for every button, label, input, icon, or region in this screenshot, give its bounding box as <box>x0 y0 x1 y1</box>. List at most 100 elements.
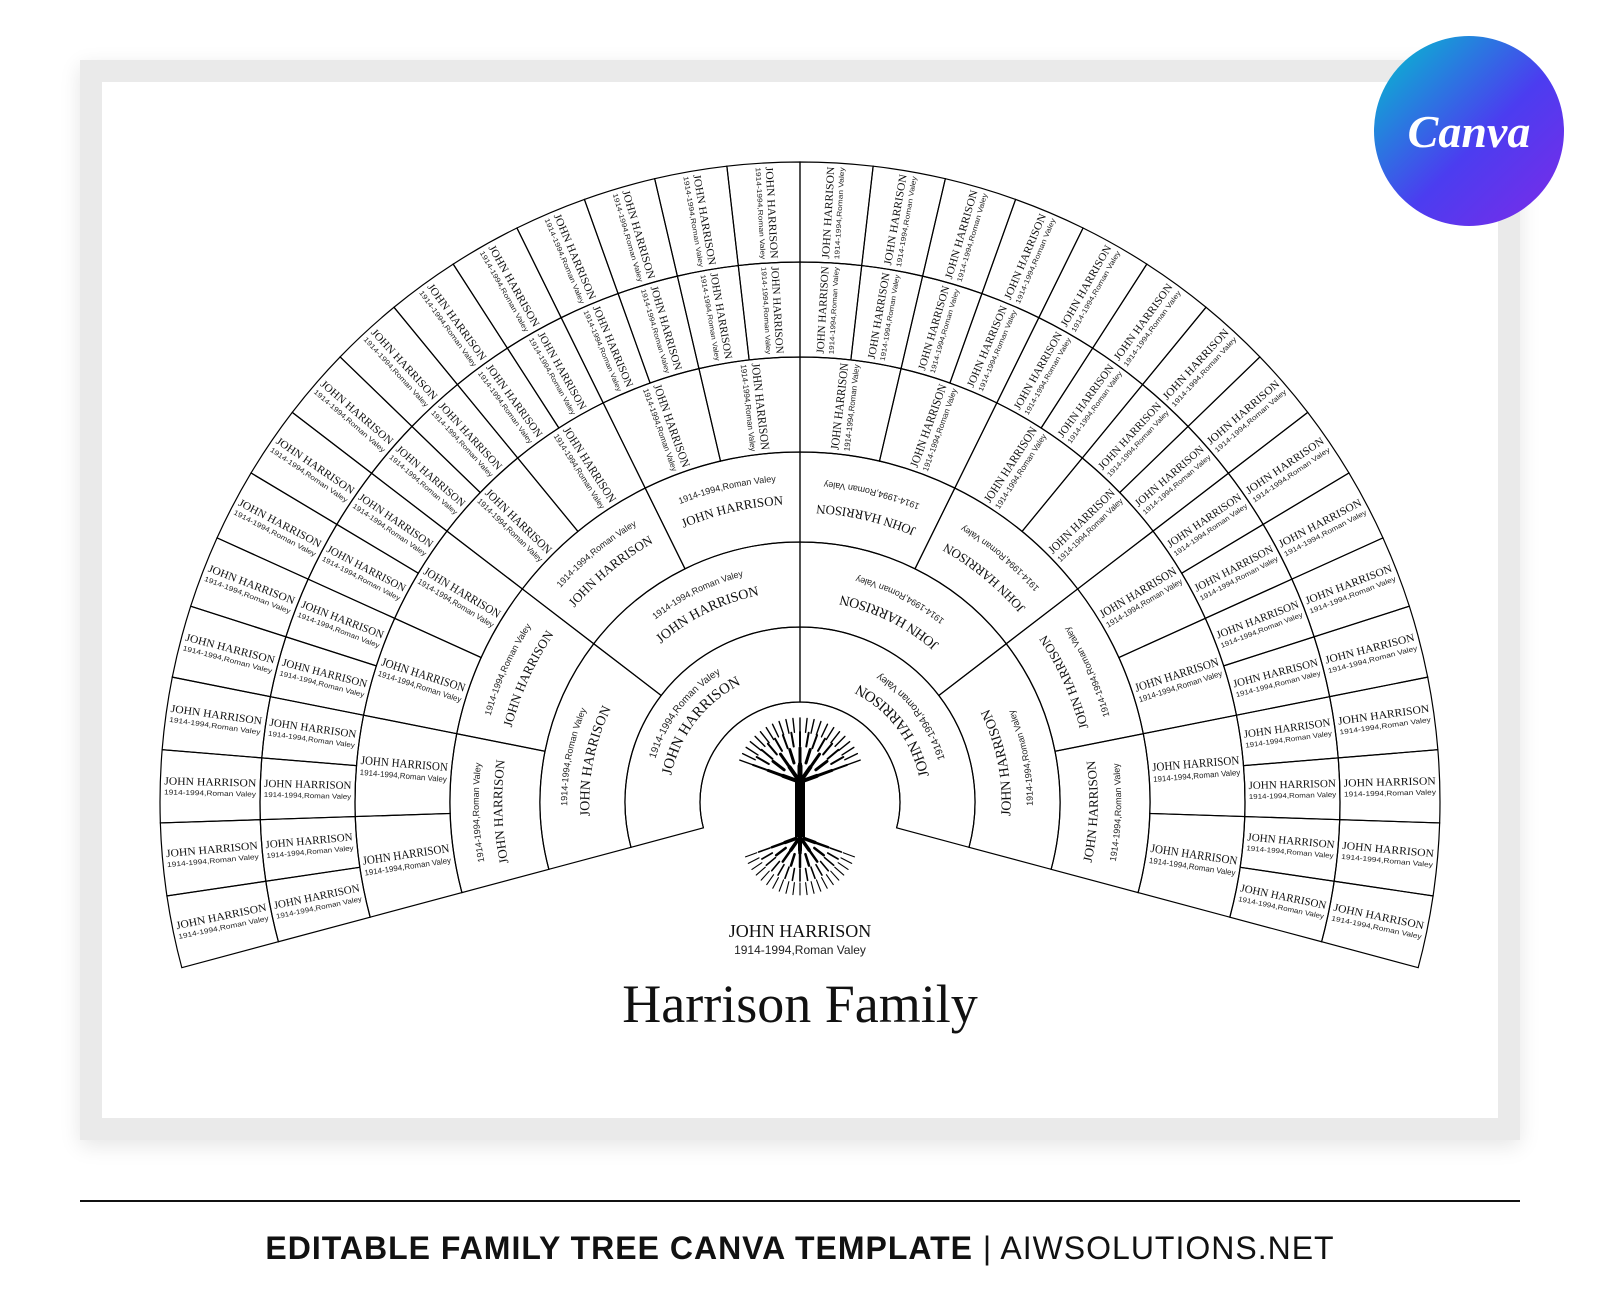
person-name: JOHN HARRISON <box>1161 327 1232 403</box>
person-name: JOHN HARRISON <box>425 282 489 363</box>
fan-cell-label: JOHN HARRISON1914-1994,Roman Valey <box>169 703 264 737</box>
poster-frame: JOHN HARRISON1914-1994,Roman ValeyJOHN H… <box>80 60 1520 1140</box>
person-name: JOHN HARRISON <box>1344 775 1436 789</box>
fan-cell-label: JOHN HARRISON1914-1994,Roman Valey <box>1243 717 1333 750</box>
root-person-sub: 1914-1994,Roman Valey <box>734 943 866 957</box>
person-name: JOHN HARRISON <box>356 491 435 550</box>
fan-cell-label: JOHN HARRISON1914-1994,Roman Valey <box>611 189 657 284</box>
fan-cell-label: JOHN HARRISON1914-1994,Roman Valey <box>268 717 358 750</box>
fan-cell-label: JOHN HARRISON1914-1994,Roman Valey <box>232 497 324 559</box>
person-name: JOHN HARRISON <box>940 540 1028 616</box>
fan-cell-label: JOHN HARRISON1914-1994,Roman Valey <box>698 272 734 362</box>
fan-cell-label: JOHN HARRISON1914-1994,Roman Valey <box>1161 326 1239 408</box>
fan-cell-label: JOHN HARRISON1914-1994,Roman Valey <box>759 266 785 355</box>
fan-cell-label: JOHN HARRISON1914-1994,Roman Valey <box>320 543 408 602</box>
tree-icon <box>740 718 860 895</box>
fan-cell-label: JOHN HARRISON1914-1994,Roman Valey <box>387 443 467 516</box>
person-name: JOHN HARRISON <box>274 435 357 497</box>
canva-badge: Canva <box>1374 36 1564 226</box>
person-name: JOHN HARRISON <box>838 591 941 652</box>
person-name: JOHN HARRISON <box>436 400 504 472</box>
fan-cell-label: JOHN HARRISON1914-1994,Roman Valey <box>1324 632 1419 676</box>
person-name: JOHN HARRISON <box>318 378 396 447</box>
fan-cell-label: JOHN HARRISON1914-1994,Roman Valey <box>166 840 260 869</box>
fan-cell-label: JOHN HARRISON1914-1994,Roman Valey <box>1002 212 1057 305</box>
fan-cell-label: JOHN HARRISON1914-1994,Roman Valey <box>754 166 780 260</box>
footer-caption: EDITABLE FAMILY TREE CANVA TEMPLATE | AI… <box>80 1230 1520 1267</box>
person-name: JOHN HARRISON <box>483 362 544 440</box>
fan-cell <box>517 199 618 317</box>
fan-cell-label: JOHN HARRISON1914-1994,Roman Valey <box>739 362 773 452</box>
fan-cell-label: JOHN HARRISON1914-1994,Roman Valey <box>1337 703 1432 737</box>
person-name: JOHN HARRISON <box>979 707 1015 817</box>
person-name: JOHN HARRISON <box>1080 759 1101 863</box>
person-sub: 1914-1994,Roman Valey <box>1249 792 1337 801</box>
family-title: Harrison Family <box>622 974 977 1034</box>
person-name: JOHN HARRISON <box>815 502 917 539</box>
person-name: JOHN HARRISON <box>482 486 555 557</box>
fan-cell-label: JOHN HARRISON1914-1994,Roman Valey <box>1152 753 1241 784</box>
fan-cell-label: JOHN HARRISON1914-1994,Roman Valey <box>543 212 598 305</box>
fan-cell-label: JOHN HARRISON1914-1994,Roman Valey <box>278 657 368 699</box>
fan-cell-label: JOHN HARRISON1914-1994,Roman Valey <box>1012 330 1074 417</box>
fan-cell-label: JOHN HARRISON1914-1994,Roman Valey <box>1304 563 1398 616</box>
person-name: JOHN HARRISON <box>1244 435 1327 497</box>
person-sub: 1914-1994,Roman Valey <box>264 792 352 801</box>
person-sub: 1914-1994,Roman Valey <box>164 789 257 798</box>
footer-rule <box>80 1200 1520 1202</box>
fan-cell-label: JOHN HARRISON1914-1994,Roman Valey <box>1133 655 1224 705</box>
fan-cell-label: JOHN HARRISON1914-1994,Roman Valey <box>1344 775 1437 798</box>
person-name: JOHN HARRISON <box>654 584 760 646</box>
fan-cell-label: JOHN HARRISON1914-1994,Roman Valey <box>359 753 448 784</box>
fan-cell-label: JOHN HARRISON1914-1994,Roman Valey <box>362 841 452 878</box>
person-name: JOHN HARRISON <box>1165 491 1244 550</box>
fan-cell-label: JOHN HARRISON1914-1994,Roman Valey <box>1215 599 1305 650</box>
footer-sep: | <box>973 1230 1000 1266</box>
fan-cell-label: JOHN HARRISON1914-1994,Roman Valey <box>478 243 542 334</box>
fan-cell-label: JOHN HARRISON1914-1994,Roman Valey <box>351 491 436 558</box>
fan-cell-label: JOHN HARRISON1914-1994,Roman Valey <box>1205 378 1289 454</box>
fan-cell-label: JOHN HARRISON1914-1994,Roman Valey <box>866 271 902 361</box>
person-name: JOHN HARRISON <box>1096 400 1164 472</box>
fan-cell-label: JOHN HARRISON1914-1994,Roman Valey <box>943 188 989 283</box>
fan-cell-label: JOHN HARRISON1914-1994,Roman Valey <box>312 378 396 454</box>
fan-cell-label: JOHN HARRISON1914-1994,Roman Valey <box>981 424 1049 511</box>
fan-cell <box>800 627 975 847</box>
person-name: JOHN HARRISON <box>264 778 352 792</box>
fan-cell-label: JOHN HARRISON1914-1994,Roman Valey <box>1045 486 1125 564</box>
person-name: JOHN HARRISON <box>1112 282 1176 363</box>
fan-cell-label: JOHN HARRISON1914-1994,Roman Valey <box>1112 281 1184 368</box>
fan-cell-label: JOHN HARRISON1914-1994,Roman Valey <box>273 882 363 920</box>
person-name: JOHN HARRISON <box>1248 778 1336 792</box>
fan-cell-label: JOHN HARRISON1914-1994,Roman Valey <box>264 778 352 801</box>
fan-cell-label: JOHN HARRISON1914-1994,Roman Valey <box>1232 657 1322 699</box>
person-name: JOHN HARRISON <box>1045 486 1118 557</box>
person-name: JOHN HARRISON <box>1205 378 1283 447</box>
fan-cell-label: JOHN HARRISON1914-1994,Roman Valey <box>296 599 386 650</box>
fan-cell-label: JOHN HARRISON1914-1994,Roman Valey <box>916 284 961 374</box>
fan-cell-label: JOHN HARRISON1914-1994,Roman Valey <box>203 563 297 616</box>
footer-site: AIWSOLUTIONS.NET <box>1000 1230 1334 1266</box>
fan-cell-label: JOHN HARRISON1914-1994,Roman Valey <box>639 285 684 375</box>
fan-cell-label: JOHN HARRISON1914-1994,Roman Valey <box>641 382 693 473</box>
person-name: JOHN HARRISON <box>393 443 467 509</box>
fan-cell-label: JOHN HARRISON1914-1994,Roman Valey <box>815 265 841 354</box>
person-name: JOHN HARRISON <box>164 775 256 789</box>
person-name: JOHN HARRISON <box>368 327 439 403</box>
fan-cell-label: JOHN HARRISON1914-1994,Roman Valey <box>1133 443 1213 516</box>
person-name: JOHN HARRISON <box>500 627 557 728</box>
fan-cell-label: JOHN HARRISON1914-1994,Roman Valey <box>362 327 440 409</box>
fan-cell-label: JOHN HARRISON1914-1994,Roman Valey <box>1244 435 1332 504</box>
fan-cell-label: JOHN HARRISON1914-1994,Roman Valey <box>1096 400 1171 479</box>
person-name: JOHN HARRISON <box>1056 362 1117 440</box>
fan-cell-label: JOHN HARRISON1914-1994,Roman Valey <box>1192 543 1280 602</box>
fan-cell-label: JOHN HARRISON1914-1994,Roman Valey <box>882 173 919 268</box>
fan-cell-label: JOHN HARRISON1914-1994,Roman Valey <box>429 400 504 479</box>
fan-cell-label: JOHN HARRISON1914-1994,Roman Valey <box>1331 902 1426 941</box>
fan-cell-label: JOHN HARRISON1914-1994,Roman Valey <box>1277 497 1369 559</box>
fan-cell-label: JOHN HARRISON1914-1994,Roman Valey <box>475 486 555 564</box>
fan-cell <box>625 627 800 847</box>
person-sub: 1914-1994,Roman Valey <box>471 762 487 864</box>
fan-cell-label: JOHN HARRISON1914-1994,Roman Valey <box>907 382 959 473</box>
fan-cell-label: JOHN HARRISON1914-1994,Roman Valey <box>1341 840 1435 869</box>
